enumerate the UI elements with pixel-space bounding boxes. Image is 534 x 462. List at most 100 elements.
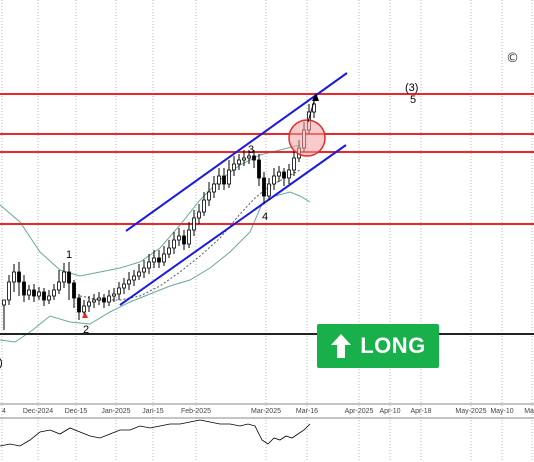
- candle-body: [232, 163, 236, 171]
- x-tick-label: Apr-2025: [345, 408, 374, 415]
- candle-body: [207, 191, 211, 201]
- x-tick-label: Jan-15: [142, 408, 164, 415]
- candle-body: [42, 291, 46, 301]
- candle-body: [262, 177, 266, 197]
- up-arrow-icon: [330, 333, 352, 359]
- wave-label-3-paren: (3): [405, 82, 418, 94]
- bollinger-upper-band: [0, 144, 301, 277]
- candle-body: [47, 295, 51, 301]
- candle-body: [27, 289, 31, 296]
- candle-body: [222, 175, 226, 185]
- candle-body: [287, 169, 291, 179]
- trend-channel: [119, 72, 348, 306]
- candle-body: [187, 229, 191, 245]
- candle-body: [272, 175, 276, 185]
- candle-body: [72, 282, 76, 299]
- candlesticks: [2, 98, 316, 330]
- annotations: [82, 93, 326, 318]
- candle-body: [117, 287, 121, 295]
- wave-label-1: 1: [66, 249, 72, 261]
- candle-body: [252, 155, 256, 161]
- x-tick-label: Feb-2025: [181, 408, 211, 415]
- x-tick-label: Dec-2024: [23, 408, 53, 415]
- candle-body: [277, 171, 281, 177]
- candle-body: [112, 293, 116, 297]
- candle-body: [237, 159, 241, 165]
- candle-body: [192, 217, 196, 231]
- candle-body: [137, 271, 141, 277]
- left-edge-paren: ): [0, 357, 3, 369]
- x-tick-label: Jan-2025: [101, 408, 130, 415]
- candle-body: [157, 257, 161, 263]
- target-arrow-shaft: [307, 97, 316, 123]
- candle-body: [127, 279, 131, 285]
- candle-body: [77, 297, 81, 313]
- candle-body: [172, 239, 176, 249]
- candle-body: [142, 267, 146, 273]
- x-tick-label: May-: [524, 408, 534, 415]
- x-tick-label: May-10: [490, 408, 513, 415]
- candle-body: [257, 159, 261, 179]
- candle-body: [162, 253, 166, 263]
- candle-body: [97, 297, 101, 301]
- candle-body: [122, 283, 126, 289]
- candle-body: [87, 301, 91, 307]
- wave-label-3: 3: [248, 144, 254, 156]
- x-tick-label: 4: [2, 408, 6, 415]
- candle-body: [67, 271, 71, 284]
- x-tick-label: Dec-15: [65, 408, 88, 415]
- candle-body: [22, 281, 26, 296]
- candle-body: [152, 257, 156, 263]
- wave-label-5: 5: [410, 94, 416, 106]
- candle-body: [52, 289, 56, 297]
- x-tick-label: May-2025: [455, 408, 486, 415]
- long-signal-label: LONG: [360, 333, 426, 358]
- candle-body: [147, 261, 151, 269]
- candle-body: [12, 271, 16, 283]
- candle-body: [62, 271, 66, 283]
- candle-body: [182, 235, 186, 245]
- candle-body: [82, 305, 86, 313]
- x-tick-label: Mar-2025: [251, 408, 281, 415]
- wave-2-marker: [82, 312, 88, 318]
- channel-upper-line: [125, 72, 348, 232]
- candle-body: [92, 299, 96, 303]
- candle-body: [292, 157, 296, 171]
- candle-body: [57, 281, 61, 291]
- x-tick-label: Apr-10: [379, 408, 400, 415]
- candle-body: [177, 235, 181, 241]
- candle-body: [107, 295, 111, 303]
- candle-body: [167, 247, 171, 255]
- x-tick-label: Apr-18: [410, 408, 431, 415]
- breakout-highlight-circle: [288, 119, 326, 157]
- channel-lower-line: [119, 144, 347, 306]
- candle-body: [197, 211, 201, 219]
- candle-body: [132, 275, 136, 281]
- candle-body: [267, 183, 271, 197]
- candle-body: [32, 289, 36, 297]
- candle-body: [227, 169, 231, 185]
- target-arrow-head: [312, 93, 319, 101]
- x-tick-label: Mar-16: [296, 408, 318, 415]
- candle-body: [17, 271, 21, 283]
- wave-label-2: 2: [83, 324, 89, 336]
- candle-body: [242, 157, 246, 161]
- candle-body: [37, 291, 41, 297]
- oscillator-panel: [0, 419, 311, 447]
- candle-body: [247, 155, 251, 159]
- candle-body: [102, 297, 106, 303]
- candle-body: [282, 171, 286, 179]
- candle-body: [217, 175, 221, 185]
- candle-body: [7, 281, 11, 301]
- horizontal-levels: [0, 93, 534, 335]
- oscillator-line: [0, 419, 311, 447]
- long-signal-badge: LONG: [317, 324, 439, 368]
- candle-body: [212, 183, 216, 193]
- candle-body: [2, 299, 6, 306]
- wave-label-4: 4: [262, 211, 268, 223]
- candle-body: [202, 199, 206, 213]
- copyright-symbol: ©: [506, 51, 519, 66]
- x-axis: 4 Dec-2024 Dec-15 Jan-2025 Jan-15 Feb-2025 Mar…: [0, 403, 534, 419]
